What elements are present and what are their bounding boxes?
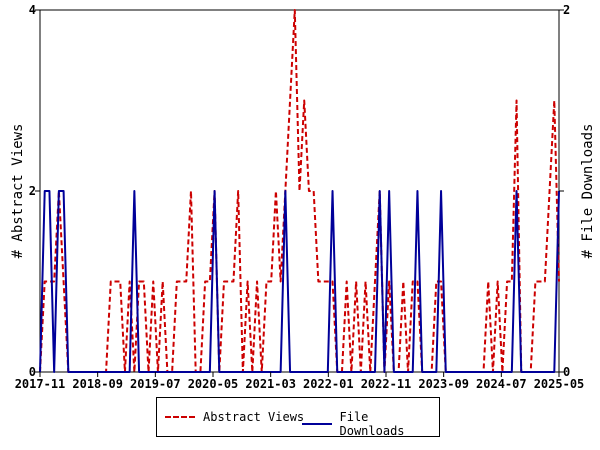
x-tick-label: 2022-01 xyxy=(303,377,354,391)
y-axis-left-title: # Abstract Views xyxy=(10,124,26,259)
legend-label-file-downloads: File Downloads xyxy=(339,410,405,438)
y-axis-right-title: # File Downloads xyxy=(580,124,596,259)
y-left-tick-label: 4 xyxy=(29,3,36,17)
x-tick-label: 2020-05 xyxy=(188,377,239,391)
legend: Abstract Views File Downloads xyxy=(156,397,440,438)
plot-frame xyxy=(39,9,560,373)
x-tick-label: 2017-11 xyxy=(15,377,66,391)
series-layer xyxy=(39,9,560,373)
x-tick-label: 2021-03 xyxy=(245,377,296,391)
legend-item-file-downloads: File Downloads xyxy=(302,410,439,438)
y-left-tick-label: 2 xyxy=(29,184,36,198)
y-right-tick-label: 0 xyxy=(563,365,570,379)
x-tick-label: 2019-07 xyxy=(130,377,181,391)
y-left-tick-label: 0 xyxy=(29,365,36,379)
series-line-abstract-views xyxy=(39,9,560,373)
legend-swatch-abstract-views xyxy=(165,416,195,418)
y-right-tick-label: 2 xyxy=(563,3,570,17)
legend-label-abstract-views: Abstract Views xyxy=(203,410,305,424)
x-tick-label: 2024-07 xyxy=(476,377,527,391)
legend-swatch-file-downloads xyxy=(302,423,332,425)
legend-item-abstract-views: Abstract Views xyxy=(165,410,304,424)
series-line-file-downloads xyxy=(39,190,560,373)
x-tick-label: 2018-09 xyxy=(72,377,123,391)
x-tick-label: 2025-05 xyxy=(534,377,585,391)
ticks-layer: 0 2 4 0 2 2017-11 2018-09 2019-07 2020-05 2021-03… xyxy=(15,3,585,391)
x-tick-label: 2023-09 xyxy=(418,377,469,391)
x-tick-label: 2022-11 xyxy=(361,377,412,391)
